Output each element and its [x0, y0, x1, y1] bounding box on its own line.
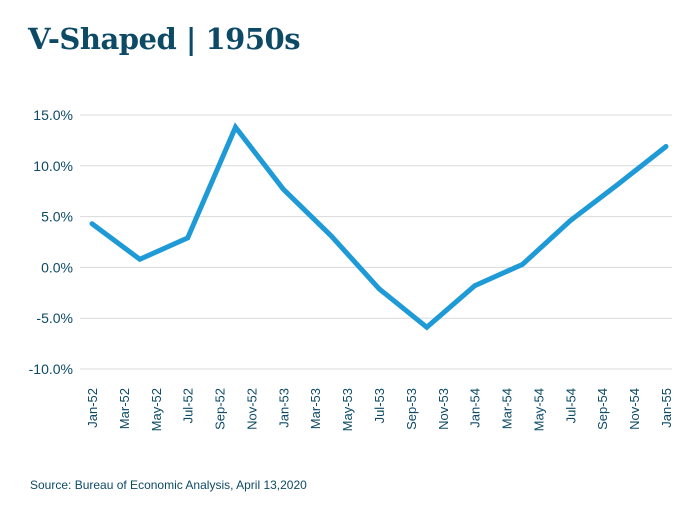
- x-tick-label: Sep-54: [595, 388, 610, 430]
- x-tick-label: Jul-53: [372, 388, 387, 423]
- x-tick-label: Nov-53: [436, 388, 451, 430]
- x-tick-label: Jan-55: [659, 388, 674, 428]
- line-chart: 15.0% 10.0% 5.0% 0.0% -5.0% -10.0% Jan-52 Mar-5…: [29, 107, 674, 431]
- y-tick-label: -10.0%: [29, 361, 73, 377]
- x-tick-label: Sep-52: [213, 388, 228, 430]
- chart-title: V-Shaped | 1950s: [28, 22, 301, 56]
- series-line: [89, 122, 669, 331]
- source-note: Source: Bureau of Economic Analysis, Apr…: [30, 478, 307, 492]
- x-tick-label: Jan-53: [276, 388, 291, 428]
- x-tick-label: Mar-54: [500, 388, 515, 429]
- x-tick-label: Mar-52: [117, 388, 132, 429]
- x-tick-label: Jan-52: [85, 388, 100, 428]
- x-tick-label: Sep-53: [404, 388, 419, 430]
- y-tick-label: 10.0%: [33, 158, 73, 174]
- x-tick-label: Nov-54: [627, 388, 642, 430]
- x-tick-label: Nov-52: [244, 388, 259, 430]
- x-tick-label: May-53: [340, 388, 355, 431]
- x-tick-label: May-54: [531, 388, 546, 431]
- y-tick-label: 15.0%: [33, 107, 73, 123]
- y-tick-label: -5.0%: [36, 310, 73, 326]
- x-tick-label: Jan-54: [468, 388, 483, 428]
- y-tick-label: 0.0%: [41, 259, 73, 275]
- x-tick-label: May-52: [149, 388, 164, 431]
- x-tick-label: Mar-53: [308, 388, 323, 429]
- x-tick-label: Jul-52: [181, 388, 196, 423]
- x-tick-label: Jul-54: [563, 388, 578, 423]
- y-tick-label: 5.0%: [41, 209, 73, 225]
